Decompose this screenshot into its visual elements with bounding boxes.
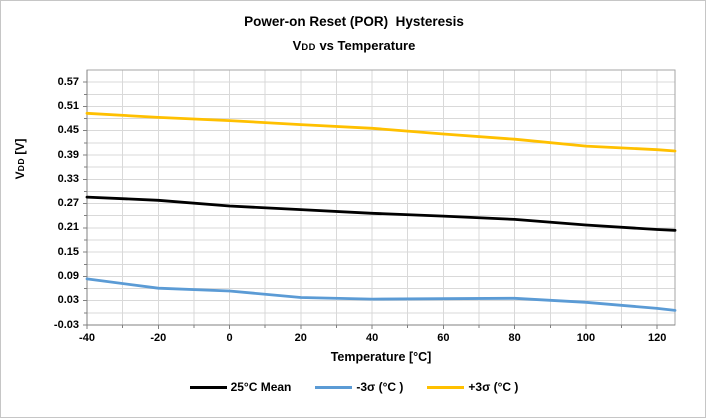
legend-label: -3σ (°C ) bbox=[356, 380, 404, 394]
x-tick-label: 0 bbox=[226, 332, 233, 344]
y-tick-label: 0.03 bbox=[57, 294, 79, 307]
legend-label: 25°C Mean bbox=[230, 380, 292, 394]
y-tick-label: 0.45 bbox=[57, 124, 79, 137]
x-tick-label: 80 bbox=[508, 332, 521, 344]
legend-item-minus-3-sigma: -3σ (°C ) bbox=[315, 380, 403, 394]
chart-title: Power-on Reset (POR) Hysteresis bbox=[244, 14, 464, 29]
chart-subtitle: VDD vs Temperature bbox=[1, 38, 705, 53]
series-line-plus-3-sigma bbox=[85, 111, 677, 153]
x-tick-label: -20 bbox=[150, 332, 167, 344]
y-axis-title: VDD [V] bbox=[13, 139, 27, 180]
x-tick-label: -40 bbox=[79, 332, 95, 344]
x-tick-label: 20 bbox=[294, 332, 307, 344]
subtitle-vdd-v: V bbox=[292, 38, 302, 53]
legend-line-swatch bbox=[427, 385, 465, 389]
y-tick-label: 0.39 bbox=[57, 148, 79, 161]
subtitle-vdd-dd: DD bbox=[301, 42, 316, 52]
legend-line-swatch bbox=[315, 385, 353, 389]
x-tick-label: 100 bbox=[576, 332, 596, 344]
x-axis-title: Temperature [°C] bbox=[330, 350, 432, 364]
y-tick-label: 0.27 bbox=[57, 197, 79, 210]
legend-line-swatch bbox=[189, 385, 227, 389]
x-tick-label: 40 bbox=[365, 332, 379, 344]
y-tick-label: 0.57 bbox=[57, 75, 79, 88]
y-tick-label: 0.09 bbox=[57, 269, 79, 282]
x-tick-label: 120 bbox=[648, 332, 667, 344]
y-tick-label: -0.03 bbox=[53, 318, 79, 331]
y-tick-label: 0.21 bbox=[57, 221, 79, 234]
series-line-minus-3-sigma bbox=[85, 277, 677, 312]
legend-item-plus-3-sigma: +3σ (°C ) bbox=[427, 380, 518, 394]
legend: 25°C Mean -3σ (°C ) +3σ (°C ) bbox=[1, 380, 705, 394]
legend-label: +3σ (°C ) bbox=[468, 380, 519, 394]
legend-item-mean-25c: 25°C Mean bbox=[189, 380, 292, 394]
y-tick-label: 0.33 bbox=[57, 172, 79, 185]
x-tick-label: 60 bbox=[437, 332, 450, 344]
y-tick-label: 0.51 bbox=[57, 99, 79, 112]
subtitle-rest: vs Temperature bbox=[315, 38, 416, 53]
series-line-mean-25c bbox=[85, 195, 677, 232]
y-title-rest: [V] bbox=[13, 138, 27, 158]
y-title-v: V bbox=[13, 171, 27, 180]
y-title-dd: DD bbox=[16, 157, 26, 172]
y-tick-label: 0.15 bbox=[57, 245, 79, 258]
